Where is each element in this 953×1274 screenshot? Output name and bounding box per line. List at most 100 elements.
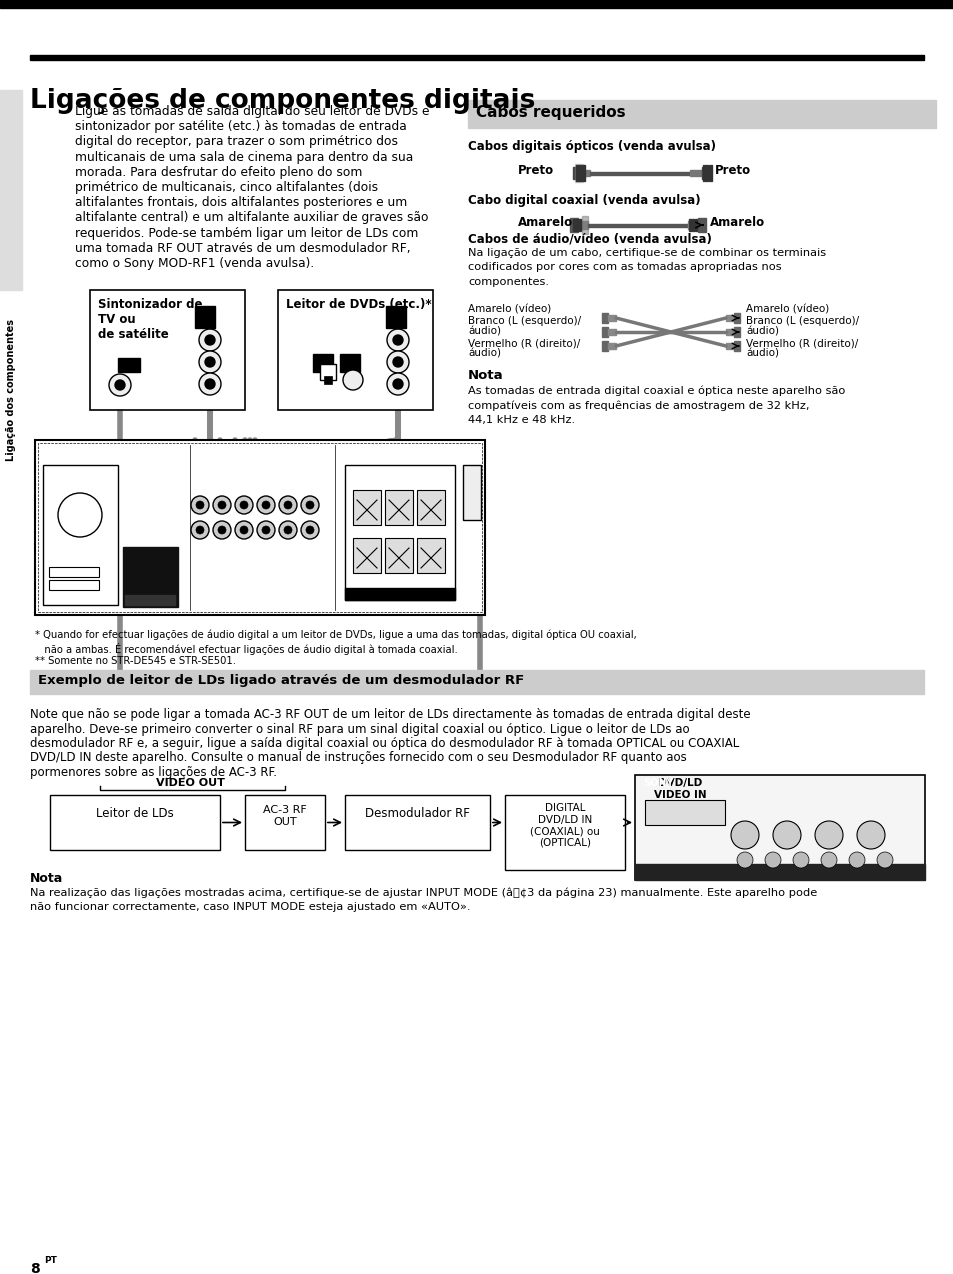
- Bar: [277, 290, 433, 410]
- Circle shape: [772, 820, 801, 848]
- Text: compatíveis com as frequências de amostragem de 32 kHz,: compatíveis com as frequências de amostr…: [468, 400, 809, 412]
- Bar: [725, 315, 733, 321]
- Circle shape: [199, 373, 221, 395]
- Bar: [733, 341, 740, 352]
- Circle shape: [234, 521, 253, 539]
- Circle shape: [387, 329, 409, 352]
- Bar: [707, 166, 709, 181]
- Circle shape: [764, 852, 781, 868]
- Circle shape: [387, 352, 409, 373]
- Bar: [733, 313, 740, 324]
- Bar: [30, 55, 923, 60]
- Circle shape: [256, 521, 274, 539]
- Bar: [687, 220, 698, 229]
- Text: Nota: Nota: [30, 871, 63, 885]
- Text: Amarelo: Amarelo: [517, 217, 573, 229]
- Text: As tomadas de entrada digital coaxial e óptica neste aparelho são: As tomadas de entrada digital coaxial e …: [468, 386, 844, 396]
- Circle shape: [278, 496, 296, 513]
- Bar: [49, 567, 99, 577]
- Text: Nota: Nota: [468, 369, 503, 382]
- Bar: [504, 795, 624, 870]
- Bar: [607, 315, 616, 321]
- Circle shape: [191, 496, 209, 513]
- Circle shape: [284, 526, 292, 534]
- Bar: [43, 465, 118, 605]
- Text: Branco (L (esquerdo)/: Branco (L (esquerdo)/: [468, 316, 580, 326]
- Bar: [698, 218, 705, 232]
- Bar: [580, 166, 582, 181]
- Text: como o Sony MOD-RF1 (venda avulsa).: como o Sony MOD-RF1 (venda avulsa).: [75, 257, 314, 270]
- Bar: [575, 164, 582, 182]
- Text: Vermelho (R (direito)/: Vermelho (R (direito)/: [468, 338, 579, 348]
- Bar: [38, 443, 481, 612]
- Bar: [587, 223, 687, 227]
- Text: DVD/LD
VIDEO IN: DVD/LD VIDEO IN: [653, 778, 705, 800]
- Bar: [573, 167, 578, 180]
- Text: Desmodulador RF: Desmodulador RF: [365, 806, 470, 820]
- Bar: [324, 376, 332, 383]
- Circle shape: [848, 852, 864, 868]
- Text: altifalantes frontais, dois altifalantes posteriores e um: altifalantes frontais, dois altifalantes…: [75, 196, 407, 209]
- Bar: [245, 795, 325, 850]
- Bar: [49, 580, 99, 590]
- Text: áudio): áudio): [468, 326, 500, 336]
- Text: Cabos digitais ópticos (venda avulsa): Cabos digitais ópticos (venda avulsa): [468, 140, 716, 153]
- Text: SONY: SONY: [642, 778, 673, 789]
- Text: Preto: Preto: [714, 164, 750, 177]
- Circle shape: [301, 521, 318, 539]
- Bar: [691, 219, 693, 231]
- Circle shape: [218, 501, 226, 510]
- Circle shape: [213, 521, 231, 539]
- Bar: [581, 217, 587, 234]
- Text: Cabos de áudio/vídeo (venda avulsa): Cabos de áudio/vídeo (venda avulsa): [468, 232, 711, 245]
- Text: Ligações de componentes digitais: Ligações de componentes digitais: [30, 88, 535, 113]
- Text: morada. Para desfrutar do efeito pleno do som: morada. Para desfrutar do efeito pleno d…: [75, 166, 362, 178]
- Circle shape: [240, 501, 248, 510]
- Circle shape: [393, 335, 402, 345]
- Text: áudio): áudio): [745, 326, 779, 336]
- Circle shape: [284, 501, 292, 510]
- Bar: [578, 219, 580, 231]
- Circle shape: [205, 357, 214, 367]
- Bar: [353, 490, 380, 525]
- Circle shape: [199, 329, 221, 352]
- Text: Branco (L (esquerdo)/: Branco (L (esquerdo)/: [745, 316, 859, 326]
- Circle shape: [856, 820, 884, 848]
- Circle shape: [58, 493, 102, 538]
- Text: componentes.: componentes.: [468, 276, 548, 287]
- Circle shape: [821, 852, 836, 868]
- Circle shape: [218, 526, 226, 534]
- Text: Preto: Preto: [517, 164, 554, 177]
- Text: * Quando for efectuar ligações de áudio digital a um leitor de DVDs, ligue a uma: * Quando for efectuar ligações de áudio …: [35, 631, 636, 641]
- Text: 44,1 kHz e 48 kHz.: 44,1 kHz e 48 kHz.: [468, 415, 575, 426]
- Bar: [118, 358, 140, 372]
- Bar: [601, 327, 607, 338]
- Text: Na ligação de um cabo, certifique-se de combinar os terminais: Na ligação de um cabo, certifique-se de …: [468, 248, 825, 259]
- Text: codificados por cores com as tomadas apropriadas nos: codificados por cores com as tomadas apr…: [468, 262, 781, 273]
- Circle shape: [191, 521, 209, 539]
- Text: DVD/LD IN deste aparelho. Consulte o manual de instruções fornecido com o seu De: DVD/LD IN deste aparelho. Consulte o man…: [30, 752, 686, 764]
- Circle shape: [195, 526, 204, 534]
- Text: Amarelo (vídeo): Amarelo (vídeo): [468, 304, 551, 313]
- Bar: [607, 343, 616, 349]
- Bar: [689, 169, 701, 176]
- Bar: [313, 354, 333, 372]
- Circle shape: [234, 496, 253, 513]
- Circle shape: [205, 378, 214, 389]
- Circle shape: [199, 352, 221, 373]
- Text: não funcionar correctamente, caso INPUT MODE esteja ajustado em «AUTO».: não funcionar correctamente, caso INPUT …: [30, 902, 470, 912]
- Text: DIGITAL
DVD/LD IN
(COAXIAL) ou
(OPTICAL): DIGITAL DVD/LD IN (COAXIAL) ou (OPTICAL): [530, 803, 599, 847]
- Bar: [385, 538, 413, 573]
- Bar: [695, 219, 697, 231]
- Circle shape: [306, 526, 314, 534]
- Bar: [462, 465, 480, 520]
- Text: Note que não se pode ligar a tomada AC-3 RF OUT de um leitor de LDs directamente: Note que não se pode ligar a tomada AC-3…: [30, 708, 750, 721]
- Text: Sintonizador de
TV ou
de satélite: Sintonizador de TV ou de satélite: [98, 298, 202, 341]
- Bar: [123, 547, 178, 606]
- Circle shape: [240, 526, 248, 534]
- Bar: [601, 341, 607, 352]
- Bar: [635, 775, 924, 880]
- Text: Exemplo de leitor de LDs ligado através de um desmodulador RF: Exemplo de leitor de LDs ligado através …: [38, 674, 524, 687]
- Circle shape: [301, 496, 318, 513]
- Text: ** Somente no STR-DE545 e STR-SE501.: ** Somente no STR-DE545 e STR-SE501.: [35, 656, 235, 666]
